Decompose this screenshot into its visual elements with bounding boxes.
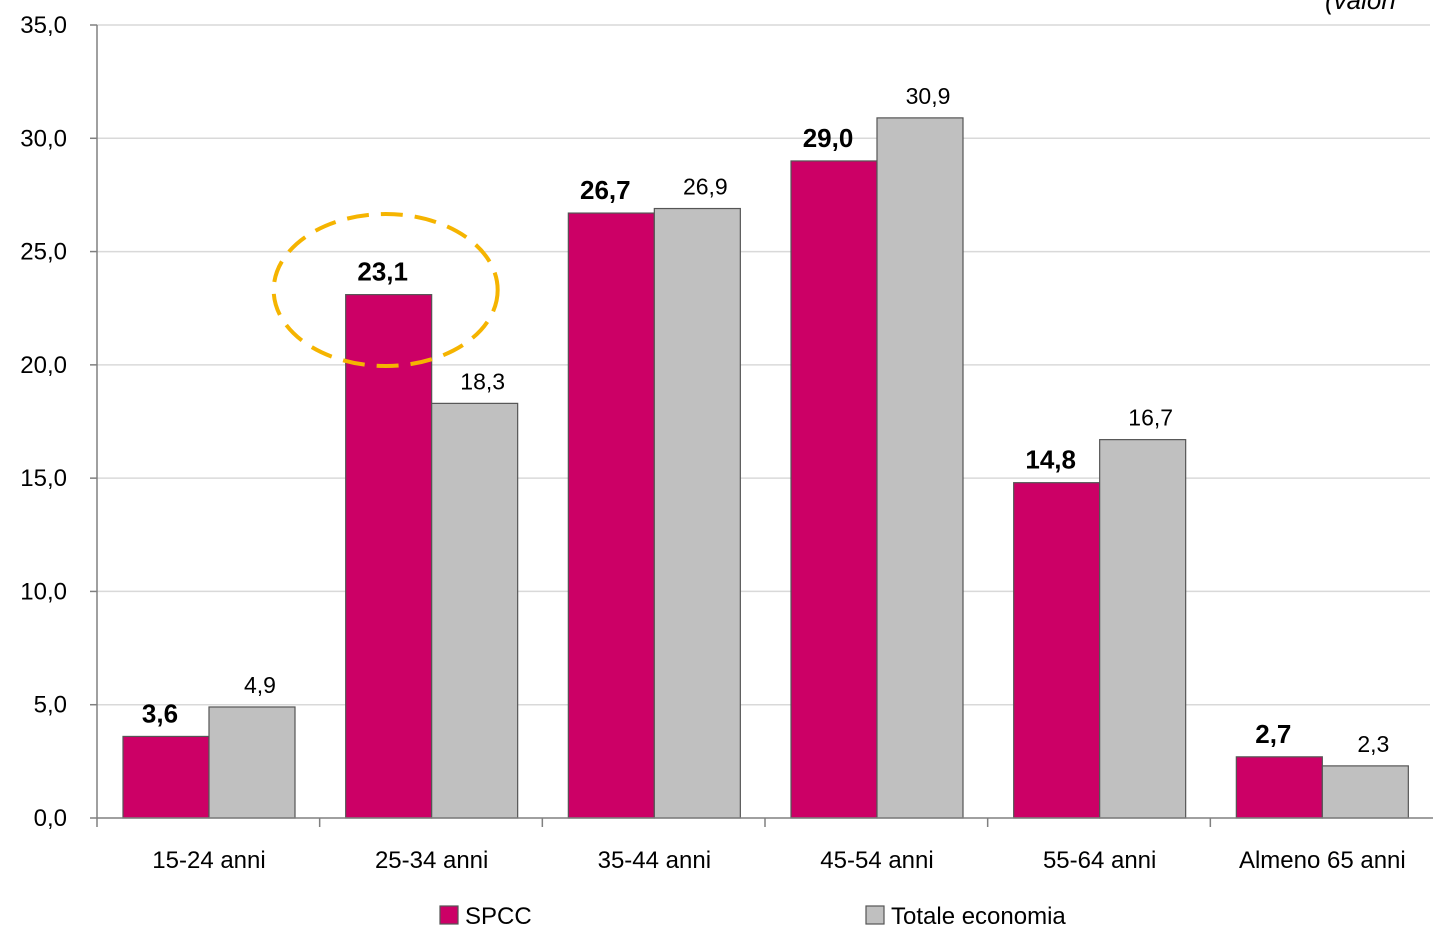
legend-label-spcc: SPCC: [465, 903, 532, 928]
data-labels: 3,6 4,9 23,1 18,3 26,7 26,9 29,0 30,9 14,8 16,7 2,…: [142, 83, 1389, 757]
x-tick-label: 25-34 anni: [375, 847, 488, 874]
y-tick-label: 15,0: [20, 465, 67, 492]
data-label-totale-economia: 2,3: [1357, 731, 1389, 757]
y-tick-label: 30,0: [20, 125, 67, 152]
data-label-totale-economia: 16,7: [1128, 405, 1173, 431]
chart-note: (valori: [1325, 0, 1397, 15]
y-tick-label: 35,0: [20, 12, 67, 39]
bar-totale-economia: [653, 207, 741, 819]
x-tick-label: 35-44 anni: [598, 847, 711, 874]
legend: SPCC Totale economia: [439, 903, 1066, 928]
bar-spcc: [567, 212, 655, 819]
bar-totale-economia: [1321, 765, 1409, 819]
bars: [122, 117, 1409, 819]
data-label-spcc: 26,7: [580, 175, 631, 205]
bar-totale-economia: [876, 117, 964, 819]
data-label-totale-economia: 30,9: [906, 83, 951, 109]
data-label-spcc: 2,7: [1255, 719, 1291, 749]
data-label-totale-economia: 18,3: [460, 368, 505, 394]
bar-spcc: [1013, 482, 1101, 819]
gridlines: [97, 24, 1430, 706]
legend-label-totale-economia: Totale economia: [891, 903, 1066, 928]
legend-swatch-spcc: [439, 905, 459, 925]
legend-swatch-totale-economia: [865, 905, 885, 925]
data-label-spcc: 23,1: [357, 257, 408, 287]
y-tick-label: 0,0: [34, 805, 67, 832]
bar-spcc: [345, 294, 433, 819]
data-label-totale-economia: 4,9: [244, 672, 276, 698]
data-label-totale-economia: 26,9: [683, 174, 728, 200]
bar-totale-economia: [208, 706, 296, 819]
bar-totale-economia: [1099, 439, 1187, 819]
bar-totale-economia: [431, 402, 519, 819]
highlight-ellipse: [271, 212, 500, 368]
y-tick-label: 10,0: [20, 578, 67, 605]
tick-labels: 0,0 5,0 10,0 15,0 20,0 25,0 30,0 35,0 15-24 anni…: [20, 12, 1405, 874]
y-tick-label: 25,0: [20, 239, 67, 266]
x-tick-label: Almeno 65 anni: [1239, 847, 1406, 874]
y-tick-label: 20,0: [20, 352, 67, 379]
bar-spcc: [790, 160, 878, 819]
data-label-spcc: 3,6: [142, 698, 178, 728]
x-tick-label: 55-64 anni: [1043, 847, 1156, 874]
y-tick-label: 5,0: [34, 692, 67, 719]
data-label-spcc: 14,8: [1025, 445, 1076, 475]
x-tick-label: 45-54 anni: [820, 847, 933, 874]
bar-spcc: [1235, 756, 1323, 819]
bar-spcc: [122, 735, 210, 819]
data-label-spcc: 29,0: [803, 123, 854, 153]
axes: [90, 24, 1433, 827]
annotations: (valori: [271, 0, 1397, 368]
x-tick-label: 15-24 anni: [152, 847, 265, 874]
